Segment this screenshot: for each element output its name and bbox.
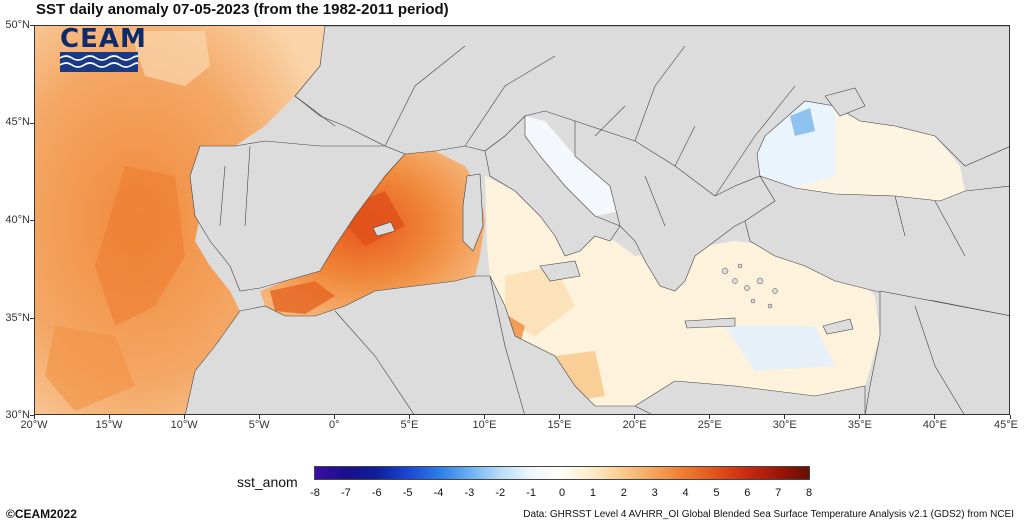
- lon-tick: [559, 415, 561, 419]
- lon-tick: [183, 415, 185, 419]
- lon-tick: [108, 415, 110, 419]
- colorbar-tick-label: -8: [310, 487, 320, 499]
- lat-tick: [30, 318, 34, 319]
- lon-label: 5°W: [248, 419, 270, 431]
- lon-tick: [784, 415, 786, 419]
- lon-label: 30°E: [772, 419, 797, 431]
- colorbar-tick-label: 8: [805, 487, 813, 499]
- map-canvas: [35, 26, 1009, 414]
- colorbar-tick-label: -3: [464, 487, 475, 499]
- colorbar-label: sst_anom: [237, 474, 298, 490]
- colorbar-tick-label: -5: [402, 487, 413, 499]
- lon-label: 15°E: [547, 419, 572, 431]
- lon-tick: [934, 415, 936, 419]
- colorbar-tick-label: -7: [340, 487, 351, 499]
- colorbar-tick-label: 0: [558, 487, 566, 499]
- lon-label: 20°W: [20, 419, 48, 431]
- lon-label: 25°E: [697, 419, 722, 431]
- lon-tick: [333, 415, 335, 419]
- data-source-text: Data: GHRSST Level 4 AVHRR_OI Global Ble…: [523, 509, 1014, 520]
- colorbar-tick-label: 5: [713, 487, 720, 499]
- lon-tick: [859, 415, 861, 419]
- lon-tick: [258, 415, 260, 419]
- lon-tick: [33, 415, 35, 419]
- logo-waves-icon: [59, 52, 145, 72]
- colorbar-tick-label: 3: [651, 487, 658, 499]
- adriatic-sea: [523, 116, 620, 216]
- lon-tick: [483, 415, 485, 419]
- lat-tick: [30, 220, 34, 221]
- lat-tick: [30, 415, 34, 416]
- colorbar-tick-label: 1: [589, 487, 596, 499]
- colorbar-tick-label: 2: [620, 487, 627, 499]
- lat-label-45n: 45°N: [5, 116, 30, 128]
- copyright-text: ©CEAM2022: [6, 507, 77, 521]
- colorbar-tick-label: 4: [682, 487, 689, 499]
- lon-label: 40°E: [922, 419, 947, 431]
- lon-label: 45°E: [994, 419, 1018, 431]
- lat-label-35n: 35°N: [5, 312, 30, 324]
- sst-anomaly-map: [34, 25, 1010, 415]
- lat-label-30n: 30°N: [5, 409, 30, 421]
- lon-label: 5°E: [400, 419, 419, 431]
- map-title: SST daily anomaly 07-05-2023 (from the 1…: [36, 1, 449, 18]
- colorbar-tick-label: -6: [371, 487, 382, 499]
- lon-tick: [634, 415, 636, 419]
- lon-tick: [1009, 415, 1011, 419]
- lon-label: 0°: [329, 419, 340, 431]
- colorbar: [314, 466, 810, 480]
- ceam-logo-text: CEAM: [60, 24, 147, 54]
- lon-label: 10°E: [472, 419, 497, 431]
- colorbar-tick-label: -4: [433, 487, 444, 499]
- lat-tick: [30, 123, 34, 124]
- atlantic-ocean: [35, 26, 325, 414]
- land-masses: [185, 26, 1009, 414]
- colorbar-tick-label: -2: [495, 487, 506, 499]
- lat-tick: [30, 25, 34, 26]
- colorbar-tick-label: -1: [526, 487, 537, 499]
- lon-label: 15°W: [95, 419, 123, 431]
- ceam-logo: CEAM: [59, 24, 147, 74]
- lon-tick: [408, 415, 410, 419]
- lon-label: 20°E: [622, 419, 647, 431]
- lon-label: 35°E: [847, 419, 872, 431]
- lat-label-40n: 40°N: [5, 214, 30, 226]
- lon-label: 10°W: [170, 419, 198, 431]
- aegean-islands: [721, 263, 778, 309]
- colorbar-tick-label: 6: [744, 487, 751, 499]
- lat-label-50n: 50°N: [5, 19, 30, 31]
- colorbar-tick-label: 7: [775, 487, 782, 499]
- lon-tick: [709, 415, 711, 419]
